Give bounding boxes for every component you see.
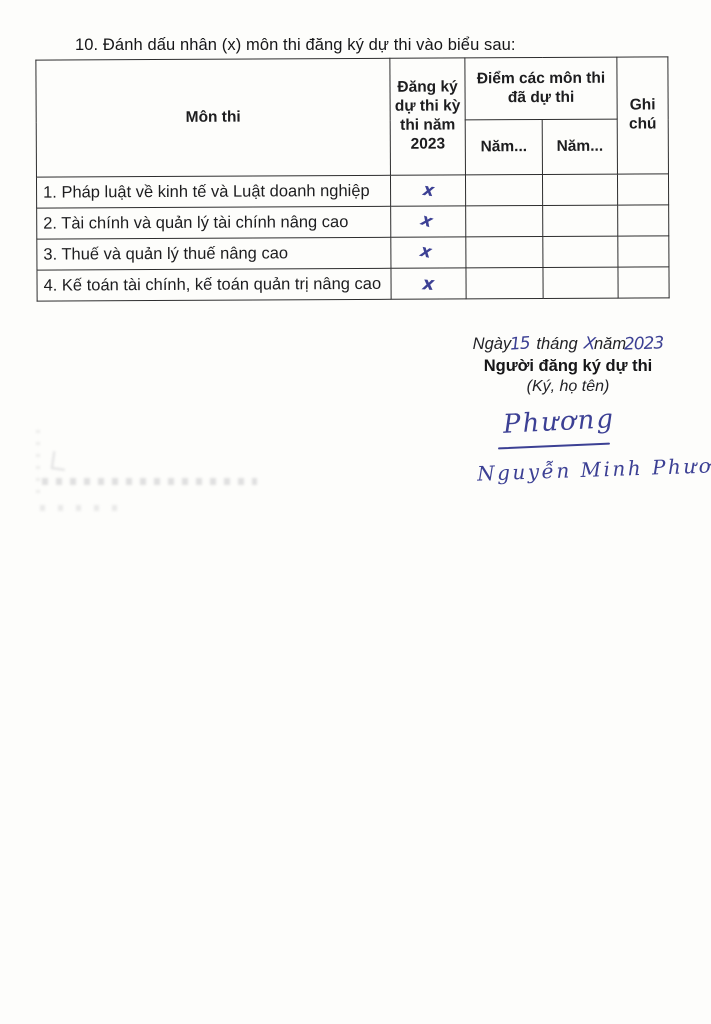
col-header-nam-2: Năm... — [542, 119, 618, 175]
exam-registration-table-wrap: Môn thi Đăng ký dự thi kỳ thi năm 2023 Đ… — [35, 56, 670, 302]
table-row: 3. Thuế và quản lý thuế nâng cao x — [36, 235, 669, 271]
note-cell — [617, 235, 669, 268]
date-line: Ngày15 tháng Xnăm2023 — [448, 333, 688, 355]
signature-underline — [498, 442, 610, 450]
score-year2-cell — [542, 267, 619, 299]
registration-mark-cell: x — [390, 174, 466, 207]
score-year1-cell — [465, 174, 543, 206]
subject-cell: 2. Tài chính và quản lý tài chính nâng c… — [36, 206, 391, 240]
handwritten-x-mark: x — [421, 179, 435, 202]
score-year1-cell — [465, 205, 543, 237]
col-header-ghi-chu: Ghi chú — [616, 56, 669, 175]
scan-artifact — [50, 451, 68, 471]
subject-cell: 1. Pháp luật về kinh tế và Luật doanh ng… — [36, 175, 391, 209]
thang-label: tháng — [536, 335, 578, 353]
exam-registration-table: Môn thi Đăng ký dự thi kỳ thi năm 2023 Đ… — [35, 56, 670, 302]
note-cell — [617, 266, 670, 299]
score-year2-cell — [542, 205, 618, 237]
note-cell — [617, 173, 669, 206]
table-row: 2. Tài chính và quản lý tài chính nâng c… — [36, 204, 669, 240]
col-header-nam-1: Năm... — [465, 119, 543, 175]
registration-mark-cell: x — [390, 236, 466, 269]
sign-instruction: (Ký, họ tên) — [526, 378, 610, 395]
score-year1-cell — [465, 267, 544, 299]
table-row: 1. Pháp luật về kinh tế và Luật doanh ng… — [36, 173, 669, 209]
nam-label: năm — [593, 335, 627, 353]
section-title: 10. Đánh dấu nhân (x) môn thi đăng ký dự… — [75, 36, 516, 54]
scan-artifact — [36, 430, 40, 500]
signature-block: Ngày15 tháng Xnăm2023 Người đăng ký dự t… — [448, 333, 688, 396]
table-row: 4. Kế toán tài chính, kế toán quản trị n… — [36, 266, 670, 302]
handwritten-x-mark: x — [418, 241, 433, 263]
col-header-diem-cac-mon: Điểm các môn thi đã dự thi — [464, 57, 618, 120]
scan-artifact — [42, 478, 257, 485]
note-cell — [617, 204, 669, 237]
handwritten-x-mark: x — [422, 272, 436, 295]
subject-cell: 3. Thuế và quản lý thuế nâng cao — [36, 237, 391, 271]
registration-mark-cell: x — [390, 267, 467, 300]
ngay-label: Ngày — [472, 335, 512, 353]
subject-cell: 4. Kế toán tài chính, kế toán quản trị n… — [36, 268, 392, 302]
handwritten-full-name: Nguyễn Minh Phương — [476, 452, 711, 486]
handwritten-day: 15 — [509, 333, 531, 355]
scan-artifact — [40, 505, 120, 511]
handwritten-signature: Phương — [502, 404, 616, 440]
score-year1-cell — [465, 236, 543, 268]
handwritten-x-mark: x — [418, 209, 435, 233]
handwritten-month: X — [583, 333, 596, 355]
signer-role-label: Người đăng ký dự thi — [483, 357, 653, 375]
score-year2-cell — [542, 236, 618, 268]
col-header-dang-ky: Đăng ký dự thi kỳ thi năm 2023 — [389, 57, 466, 176]
registration-mark-cell: x — [390, 205, 466, 238]
handwritten-year: 2023 — [623, 333, 664, 355]
col-header-mon-thi: Môn thi — [35, 58, 391, 178]
score-year2-cell — [542, 174, 618, 206]
